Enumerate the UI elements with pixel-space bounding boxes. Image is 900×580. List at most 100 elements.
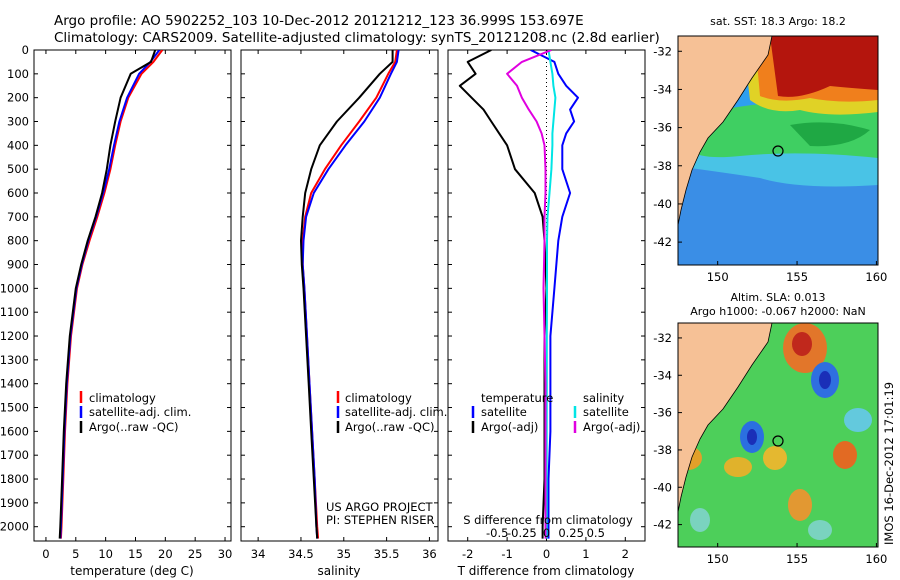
sla-high-eddy-4 <box>833 441 857 469</box>
x-tick-label: 0 <box>543 547 550 561</box>
temperature-xlabel: temperature (deg C) <box>70 564 193 578</box>
depth-tick-label: 1200 <box>0 329 29 343</box>
depth-tick-label: 1900 <box>0 496 29 510</box>
x-tick-label: 5 <box>72 547 79 561</box>
lat-tick-label: -38 <box>653 159 672 173</box>
s-tick-label: 0.25 <box>558 526 584 540</box>
series-line-s-argo-adj- <box>506 50 552 539</box>
series-line-t-satellite <box>530 50 579 539</box>
legend-label-s-satellite: satellite <box>583 405 629 419</box>
difference-plot: -2 -1 0 1 2 -0.5-0.25 0 0.25 0.5 <box>458 50 629 561</box>
x-tick-label: 35.5 <box>374 547 400 561</box>
sla-map-frame <box>677 322 879 548</box>
x-tick-label: 1 <box>582 547 589 561</box>
lon-tick-label: 150 <box>707 552 729 566</box>
depth-tick-label: 700 <box>7 210 29 224</box>
series-line-argo <box>300 50 394 539</box>
sla-low-eddy-1-core <box>819 371 831 389</box>
sla-cyan-patch-3 <box>808 520 832 540</box>
series-group <box>458 50 579 541</box>
lat-tick-label: -40 <box>653 197 672 211</box>
project-annotation: US ARGO PROJECT <box>326 500 434 514</box>
sla-high-eddy-3 <box>763 446 787 470</box>
legend-label-argo: Argo(..raw -QC) <box>345 420 435 434</box>
x-tick-label: 20 <box>158 547 173 561</box>
legend-label-climatology: climatology <box>89 391 156 405</box>
s-tick-label: -0.5 <box>486 526 508 540</box>
s-tick-label: 0.5 <box>587 526 605 540</box>
sla-low-eddy-2-core <box>747 429 757 445</box>
sst-map-axis: 150 155 160 -32 -34 -36 -38 -40 -42 <box>653 44 887 284</box>
lat-tick-label: -36 <box>653 121 672 135</box>
legend-label-t-satellite: satellite <box>481 405 527 419</box>
temperature-legend: climatology satellite-adj. clim. Argo(..… <box>79 391 191 434</box>
lon-tick-label: 155 <box>786 270 808 284</box>
legend-label-argo: Argo(..raw -QC) <box>89 420 179 434</box>
x-tick-label: -2 <box>462 547 473 561</box>
s-tick-label: -0.25 <box>507 526 537 540</box>
x-tick-label: 34 <box>251 547 266 561</box>
sla-high-eddy-5 <box>788 489 812 521</box>
depth-tick-label: 1800 <box>0 472 29 486</box>
depth-tick-label: 1700 <box>0 448 29 462</box>
series-line-t-argo-adj- <box>458 50 548 539</box>
x-tick-label: 34.5 <box>288 547 314 561</box>
series-line-s-satellite <box>545 50 557 539</box>
salinity-xlabel: salinity <box>317 564 360 578</box>
lat-tick-label: -32 <box>653 331 672 345</box>
s-tick-label: 0 <box>543 526 550 540</box>
sla-high-eddy-2 <box>724 457 752 477</box>
x-tick-label: 36 <box>422 547 437 561</box>
series-line-argo <box>58 50 157 539</box>
sst-green-patch <box>790 122 870 147</box>
legend-header-temperature: temperature <box>481 391 553 405</box>
title-line-1: Argo profile: AO 5902252_103 10-Dec-2012… <box>54 13 584 29</box>
depth-tick-label: 1500 <box>0 401 29 415</box>
depth-tick-label: 200 <box>7 91 29 105</box>
legend-header-salinity: salinity <box>583 391 624 405</box>
lat-tick-label: -42 <box>653 235 672 249</box>
depth-tick-label: 1000 <box>0 281 29 295</box>
sst-warm-core <box>770 36 878 97</box>
difference-top-xlabel: S difference from climatology <box>463 513 633 527</box>
difference-legend: temperature salinity satellite Argo(-adj… <box>471 391 640 434</box>
depth-tick-label: 400 <box>7 138 29 152</box>
sla-cyan-patch-2 <box>690 508 710 532</box>
float-position-marker <box>772 145 784 157</box>
depth-axis: 0 100 200 300 400 500 600 700 800 900 1000 1100 1200… <box>0 43 645 534</box>
x-tick-label: 0 <box>42 547 49 561</box>
x-tick-label: -1 <box>501 547 512 561</box>
legend-label-t-argo: Argo(-adj) <box>481 420 538 434</box>
depth-tick-label: 300 <box>7 115 29 129</box>
x-tick-label: 25 <box>188 547 203 561</box>
depth-tick-label: 0 <box>22 43 29 57</box>
lat-tick-label: -38 <box>653 443 672 457</box>
sla-map-title-2: Argo h1000: -0.067 h2000: NaN <box>690 305 866 318</box>
salinity-legend: climatology satellite-adj. clim. Argo(..… <box>336 391 447 434</box>
sst-map-frame <box>677 35 879 266</box>
temperature-plot: 0 5 10 15 20 25 30 <box>42 50 232 561</box>
series-group <box>58 50 164 539</box>
lat-tick-label: -34 <box>653 82 672 96</box>
lon-tick-label: 150 <box>707 270 729 284</box>
lat-tick-label: -42 <box>653 518 672 532</box>
x-tick-label: 10 <box>98 547 113 561</box>
salinity-plot-frame <box>240 49 439 542</box>
sla-cyan-patch-1 <box>844 408 872 432</box>
legend-label-satellite: satellite-adj. clim. <box>89 405 191 419</box>
depth-tick-label: 1400 <box>0 377 29 391</box>
depth-tick-label: 1300 <box>0 353 29 367</box>
salinity-plot: 34 34.5 35 35.5 36 <box>251 50 437 561</box>
depth-tick-label: 800 <box>7 234 29 248</box>
float-position-marker <box>772 435 784 447</box>
x-tick-label: 30 <box>218 547 233 561</box>
depth-tick-label: 1100 <box>0 305 29 319</box>
x-tick-label: 35 <box>336 547 351 561</box>
sst-land <box>678 36 773 226</box>
lat-tick-label: -36 <box>653 406 672 420</box>
series-group <box>300 50 400 539</box>
depth-tick-label: 2000 <box>0 520 29 534</box>
depth-tick-label: 900 <box>7 258 29 272</box>
sla-land <box>678 323 773 513</box>
imos-timestamp: IMOS 16-Dec-2012 17:01:19 <box>882 382 896 545</box>
